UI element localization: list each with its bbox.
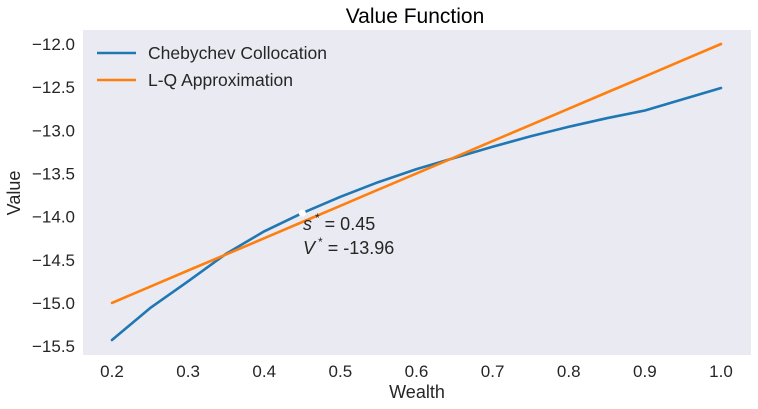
y-axis-label: Value — [4, 171, 24, 216]
x-tick-label: 0.3 — [176, 362, 200, 381]
annotation-text: V * = -13.96 — [303, 235, 394, 258]
y-axis-ticks: −12.0 −12.5 −13.0 −13.5 −14.0 −14.5 −15.0 −15.5 — [32, 35, 75, 356]
legend-label-1: L-Q Approximation — [148, 70, 293, 90]
x-tick-label: 0.5 — [329, 362, 353, 381]
y-tick-label: −15.0 — [32, 294, 75, 313]
x-axis-label: Wealth — [389, 382, 445, 402]
x-tick-label: 0.4 — [252, 362, 276, 381]
x-tick-label: 0.7 — [481, 362, 505, 381]
x-axis-ticks: 0.2 0.3 0.4 0.5 0.6 0.7 0.8 0.9 1.0 — [100, 362, 733, 381]
optimum-annotation: s * = 0.45V * = -13.96 — [303, 211, 394, 258]
legend: Chebychev Collocation L-Q Approximation — [97, 43, 327, 90]
y-tick-label: −13.5 — [32, 164, 75, 183]
y-tick-label: −14.5 — [32, 251, 75, 270]
y-tick-label: −14.0 — [32, 208, 75, 227]
y-tick-label: −13.0 — [32, 121, 75, 140]
series-line-1 — [110, 42, 723, 305]
plot-area — [83, 30, 751, 355]
y-tick-label: −12.0 — [32, 35, 75, 54]
data-series — [110, 42, 723, 342]
x-tick-label: 0.2 — [100, 362, 124, 381]
legend-label-0: Chebychev Collocation — [148, 43, 327, 63]
annotation-text: s * = 0.45 — [303, 211, 375, 234]
series-line-0 — [110, 86, 723, 342]
optimum-marker — [298, 209, 306, 217]
x-tick-label: 1.0 — [709, 362, 733, 381]
y-tick-label: −12.5 — [32, 78, 75, 97]
x-tick-label: 0.6 — [405, 362, 429, 381]
x-tick-label: 0.8 — [557, 362, 581, 381]
y-tick-label: −15.5 — [32, 337, 75, 356]
chart-title: Value Function — [346, 5, 485, 28]
x-tick-label: 0.9 — [633, 362, 657, 381]
